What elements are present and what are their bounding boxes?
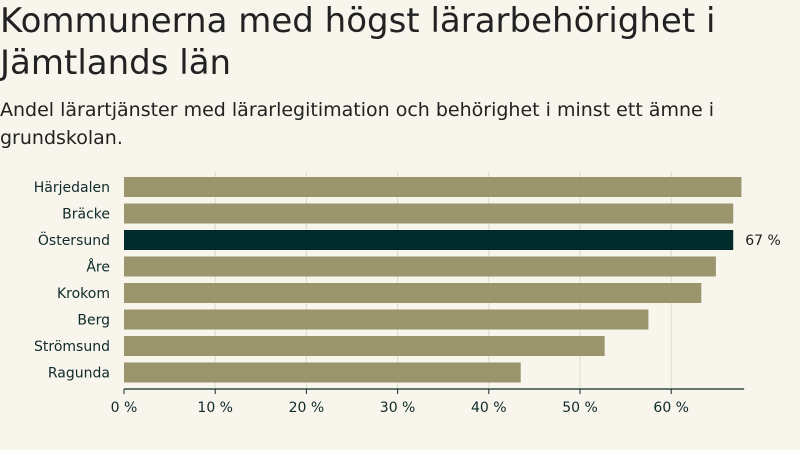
x-tick-label: 0 % <box>111 400 138 416</box>
bar-2 <box>124 203 734 224</box>
category-label: Härjedalen <box>34 180 110 196</box>
category-label: Strömsund <box>34 339 110 355</box>
bar-3 <box>124 230 734 250</box>
category-label: Krokom <box>57 286 110 302</box>
category-label: Ragunda <box>48 366 110 382</box>
x-tick-label: 20 % <box>289 400 325 416</box>
bar-7 <box>124 336 605 356</box>
x-tick-label: 10 % <box>197 400 233 416</box>
category-label: Bräcke <box>62 207 110 223</box>
x-tick-label: 40 % <box>471 400 507 416</box>
bar-1 <box>124 177 742 197</box>
bar-4 <box>124 256 716 277</box>
bar-6 <box>124 309 649 330</box>
chart-subtitle: Andel lärartjänster med lärarlegitimatio… <box>0 99 715 149</box>
x-tick-label: 60 % <box>653 400 689 416</box>
bar-8 <box>124 362 521 383</box>
bar-5 <box>124 283 702 303</box>
category-label: Berg <box>77 313 110 329</box>
category-label: Östersund <box>38 231 110 249</box>
value-label: 67 % <box>745 233 781 249</box>
x-tick-label: 30 % <box>380 400 416 416</box>
bar-chart: Härjedalen Bräcke Östersund 67 % Åre Krokom Be… <box>34 172 781 416</box>
chart-title: Kommunerna med högst lärarbehörighet i J… <box>0 1 716 83</box>
category-label: Åre <box>86 259 110 276</box>
x-tick-label: 50 % <box>562 400 598 416</box>
